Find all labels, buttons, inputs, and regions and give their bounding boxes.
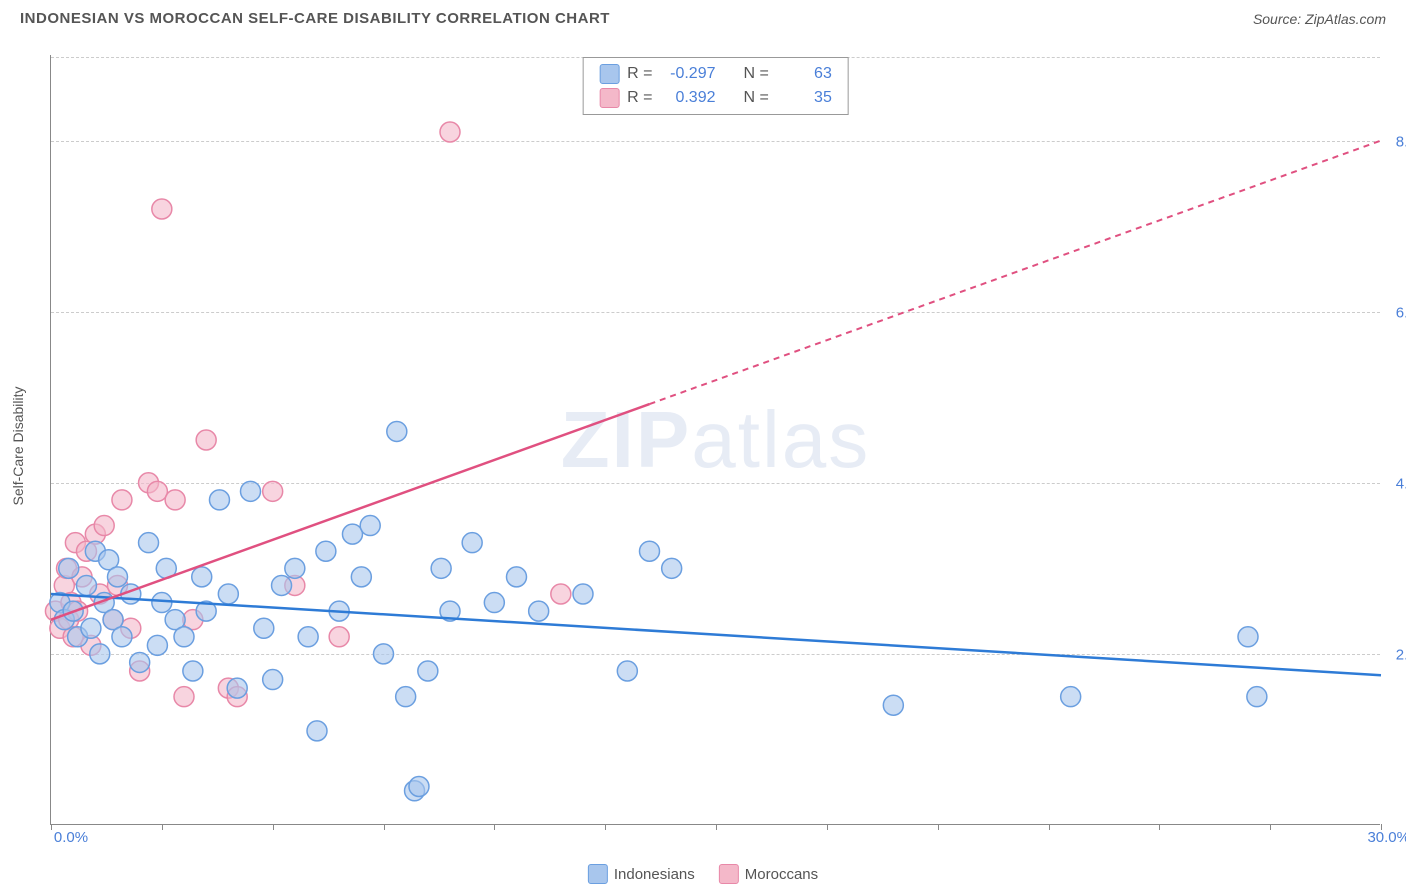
data-point xyxy=(76,575,96,595)
data-point xyxy=(272,575,292,595)
data-point xyxy=(152,199,172,219)
data-point xyxy=(112,490,132,510)
data-point xyxy=(130,652,150,672)
chart-source: Source: ZipAtlas.com xyxy=(1253,11,1386,27)
data-point xyxy=(298,627,318,647)
data-point xyxy=(409,777,429,797)
data-point xyxy=(165,490,185,510)
legend-item-0: Indonesians xyxy=(588,864,695,884)
data-point xyxy=(316,541,336,561)
data-point xyxy=(484,593,504,613)
data-point xyxy=(108,567,128,587)
legend-label-1: Moroccans xyxy=(745,866,818,883)
data-point xyxy=(227,678,247,698)
data-point xyxy=(507,567,527,587)
data-point xyxy=(263,670,283,690)
data-point xyxy=(218,584,238,604)
stat-n-value-0: 63 xyxy=(777,62,832,86)
data-point xyxy=(147,635,167,655)
legend-swatch-0 xyxy=(588,864,608,884)
data-point xyxy=(418,661,438,681)
legend-item-1: Moroccans xyxy=(719,864,818,884)
chart-title: INDONESIAN VS MOROCCAN SELF-CARE DISABIL… xyxy=(20,10,610,27)
data-point xyxy=(387,421,407,441)
data-point xyxy=(360,516,380,536)
trend-line-dashed xyxy=(650,141,1382,405)
data-point xyxy=(396,687,416,707)
data-point xyxy=(431,558,451,578)
y-axis-label: Self-Care Disability xyxy=(10,386,26,505)
y-tick-label: 6.0% xyxy=(1396,304,1406,321)
data-point xyxy=(183,661,203,681)
data-point xyxy=(241,481,261,501)
data-point xyxy=(147,481,167,501)
legend-label-0: Indonesians xyxy=(614,866,695,883)
data-point xyxy=(139,533,159,553)
data-point xyxy=(329,627,349,647)
stat-n-label: N = xyxy=(744,62,769,86)
stat-r-label: R = xyxy=(627,62,652,86)
x-axis-min-label: 0.0% xyxy=(54,829,88,846)
y-tick-label: 8.0% xyxy=(1396,133,1406,150)
data-point xyxy=(81,618,101,638)
data-point xyxy=(174,627,194,647)
data-point xyxy=(112,627,132,647)
bottom-legend: Indonesians Moroccans xyxy=(588,864,818,884)
legend-swatch-1 xyxy=(719,864,739,884)
data-point xyxy=(263,481,283,501)
data-point xyxy=(374,644,394,664)
data-point xyxy=(883,695,903,715)
stats-row-series-0: R = -0.297 N = 63 xyxy=(599,62,832,86)
data-point xyxy=(59,558,79,578)
data-point xyxy=(152,593,172,613)
stat-r-value-1: 0.392 xyxy=(661,86,716,110)
swatch-series-0 xyxy=(599,64,619,84)
swatch-series-1 xyxy=(599,88,619,108)
data-point xyxy=(285,558,305,578)
stat-n-value-1: 35 xyxy=(777,86,832,110)
data-point xyxy=(174,687,194,707)
data-point xyxy=(617,661,637,681)
data-point xyxy=(307,721,327,741)
y-tick-label: 4.0% xyxy=(1396,475,1406,492)
data-point xyxy=(640,541,660,561)
data-point xyxy=(662,558,682,578)
data-point xyxy=(209,490,229,510)
data-point xyxy=(94,516,114,536)
data-point xyxy=(573,584,593,604)
data-point xyxy=(440,122,460,142)
y-tick-label: 2.0% xyxy=(1396,646,1406,663)
stat-r-value-0: -0.297 xyxy=(661,62,716,86)
stats-row-series-1: R = 0.392 N = 35 xyxy=(599,86,832,110)
stat-r-label: R = xyxy=(627,86,652,110)
x-axis-max-label: 30.0% xyxy=(1367,829,1406,846)
scatter-plot xyxy=(51,55,1380,824)
stats-legend-box: R = -0.297 N = 63 R = 0.392 N = 35 xyxy=(582,57,849,115)
data-point xyxy=(1247,687,1267,707)
data-point xyxy=(351,567,371,587)
chart-area: ZIPatlas 2.0%4.0%6.0%8.0% R = -0.297 N =… xyxy=(50,55,1380,825)
data-point xyxy=(551,584,571,604)
data-point xyxy=(342,524,362,544)
data-point xyxy=(90,644,110,664)
data-point xyxy=(462,533,482,553)
data-point xyxy=(192,567,212,587)
data-point xyxy=(1238,627,1258,647)
data-point xyxy=(1061,687,1081,707)
stat-n-label: N = xyxy=(744,86,769,110)
data-point xyxy=(529,601,549,621)
data-point xyxy=(254,618,274,638)
trend-line xyxy=(51,594,1381,675)
data-point xyxy=(196,430,216,450)
